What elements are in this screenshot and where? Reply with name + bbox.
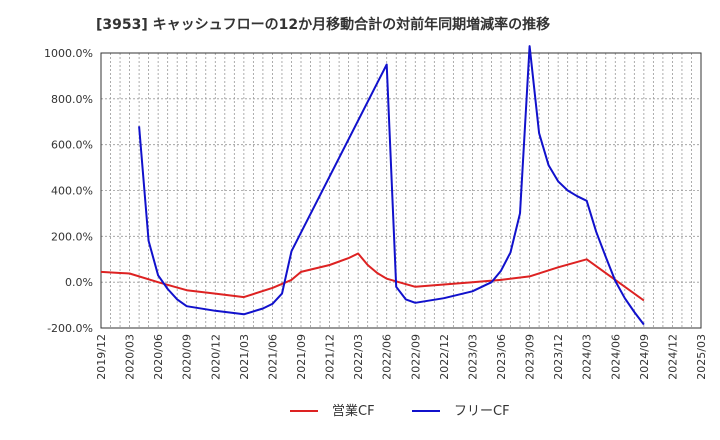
x-tick-label: 2020/12 — [209, 334, 222, 380]
y-tick-label: 0.0% — [65, 276, 93, 289]
x-tick-label: 2024/12 — [666, 334, 679, 380]
x-tick-label: 2022/03 — [352, 334, 365, 380]
x-tick-label: 2024/03 — [581, 334, 594, 380]
legend: 営業CF フリーCF — [290, 403, 510, 419]
x-tick-label: 2023/12 — [552, 334, 565, 380]
y-tick-label: -200.0% — [47, 322, 93, 335]
x-tick-label: 2023/03 — [466, 334, 479, 380]
series-line-operating-cf — [100, 252, 645, 302]
x-tick-label: 2023/09 — [524, 334, 537, 380]
x-tick-label: 2021/03 — [238, 334, 251, 380]
series-line-free-cf — [138, 45, 645, 326]
x-tick-label: 2021/12 — [324, 334, 337, 380]
y-tick-label: 600.0% — [51, 139, 93, 152]
x-tick-label: 2020/03 — [124, 334, 137, 380]
grid-layer — [101, 53, 701, 328]
x-tick-label: 2022/06 — [381, 334, 394, 380]
x-tick-label: 2020/09 — [181, 334, 194, 380]
legend-label: フリーCF — [454, 404, 510, 419]
x-tick-label: 2022/09 — [409, 334, 422, 380]
y-tick-label: 400.0% — [51, 185, 93, 198]
x-tick-label: 2024/06 — [609, 334, 622, 380]
x-axis: 2019/12 2020/03 2020/06 2020/09 2020/12 2021/… — [95, 334, 708, 380]
legend-label: 営業CF — [332, 403, 375, 419]
plot-area-frame — [100, 52, 702, 329]
x-tick-label: 2024/09 — [638, 334, 651, 380]
x-tick-label: 2021/09 — [295, 334, 308, 380]
y-axis: 1000.0% 800.0% 600.0% 400.0% 200.0% 0.0% -200.… — [44, 47, 93, 335]
x-tick-label: 2023/06 — [495, 334, 508, 380]
x-tick-label: 2020/06 — [152, 334, 165, 380]
chart-title: [3953] キャッシュフローの12か月移動合計の対前年同期増減率の推移 — [96, 17, 551, 33]
y-tick-label: 800.0% — [51, 93, 93, 106]
y-tick-label: 1000.0% — [44, 47, 93, 60]
x-tick-label: 2019/12 — [95, 334, 108, 380]
x-tick-label: 2021/06 — [266, 334, 279, 380]
series-layer — [100, 45, 645, 326]
y-tick-label: 200.0% — [51, 230, 93, 243]
x-tick-label: 2022/12 — [438, 334, 451, 380]
x-tick-label: 2025/03 — [695, 334, 708, 380]
